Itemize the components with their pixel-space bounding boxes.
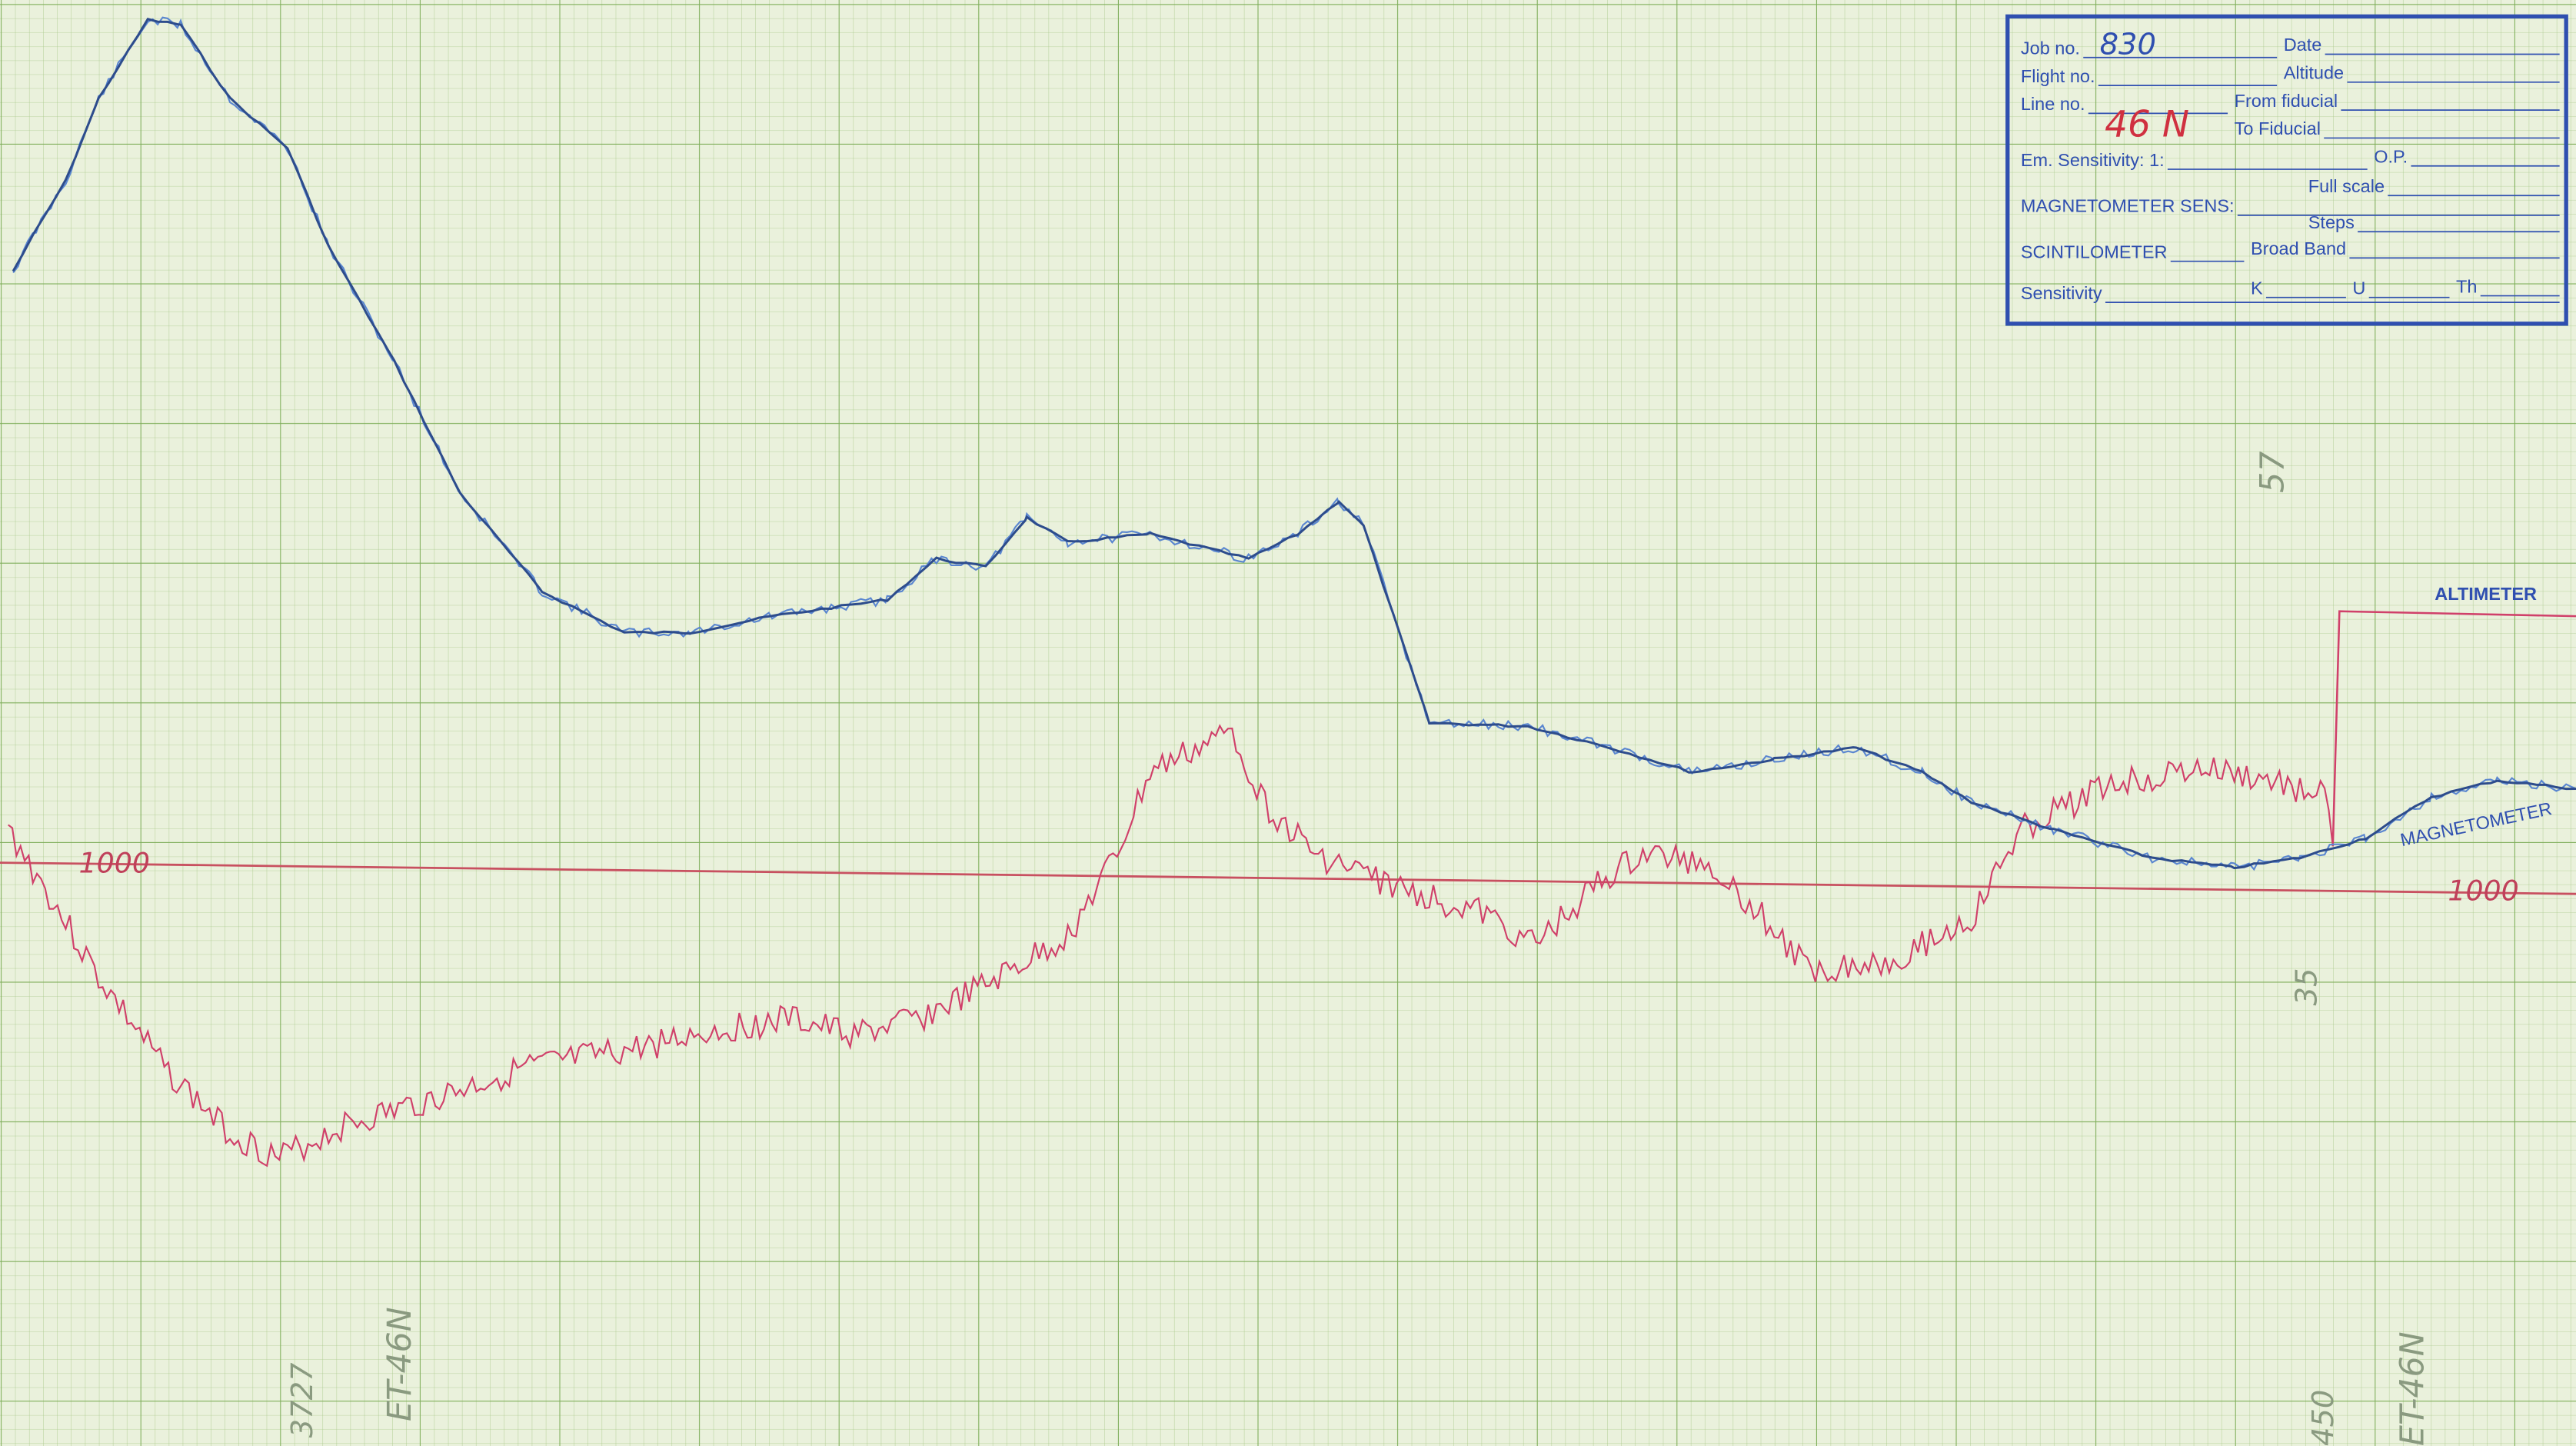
stamp-label: Sensitivity (2021, 283, 2102, 303)
annotation: ET-46N (2393, 1331, 2431, 1446)
annotation: 1000 (2448, 875, 2518, 908)
stamp-label: Full scale (2308, 176, 2385, 196)
stamp-label: Em. Sensitivity: 1: (2021, 150, 2165, 170)
altimeter-trace (2331, 610, 2576, 847)
baseline (0, 861, 2576, 895)
annotation: ET-46N (381, 1307, 419, 1421)
stamp-value: 46 N (2105, 103, 2189, 145)
stamp-label: K (2251, 278, 2263, 298)
stamp-label: Altitude (2284, 63, 2344, 83)
stamp-label: Job no. (2021, 38, 2080, 58)
annotation: 35 (2289, 968, 2324, 1006)
stamp-box (2005, 14, 2568, 326)
stamp-label: Th (2456, 276, 2477, 296)
annotation: 450 (2306, 1390, 2341, 1446)
stamp-label: Broad Band (2251, 238, 2346, 258)
stamp-label: U (2352, 278, 2365, 298)
stamp-label: Flight no. (2021, 66, 2095, 86)
stamp-label: Date (2284, 35, 2322, 55)
stamp-label: Line no. (2021, 94, 2085, 114)
annotation: 1000 (79, 846, 150, 879)
stamp-label: SCINTILOMETER (2021, 242, 2168, 262)
stamp: Job no. 830 Date Flight no. Altitude Line no.… (2021, 28, 2560, 303)
trace-label: ALTIMETER (2435, 584, 2537, 604)
stamp-value: 830 (2100, 28, 2156, 62)
annotation: 57 (2254, 451, 2292, 493)
stamp-label: To Fiducial (2235, 118, 2321, 138)
stamp-label: Steps (2308, 212, 2355, 232)
stamp-label: MAGNETOMETER SENS: (2021, 196, 2235, 216)
stamp-label: O.P. (2374, 147, 2408, 167)
annotation: 3727 (285, 1362, 320, 1438)
stamp-label: From fiducial (2235, 91, 2338, 111)
scintillometer-trace (8, 724, 2334, 1168)
magnetometer-trace (12, 18, 2576, 870)
magnetometer-raw (12, 16, 2576, 871)
